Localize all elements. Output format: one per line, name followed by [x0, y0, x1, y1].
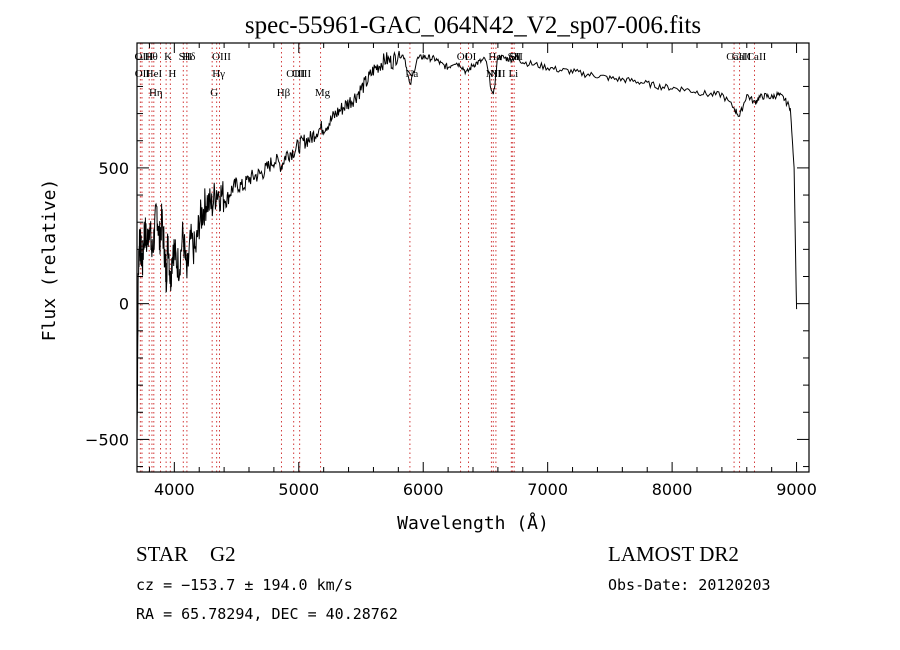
object-class: STAR — [136, 542, 188, 566]
line-label: CaII — [732, 51, 752, 63]
line-label: OI — [457, 51, 469, 63]
line-label: OIII — [135, 51, 154, 63]
y-tick-label: 500 — [98, 159, 129, 178]
y-tick-label: 0 — [119, 295, 129, 314]
line-label: NII — [486, 68, 502, 80]
line-label: CaII — [747, 51, 767, 63]
line-label: SII — [508, 51, 522, 63]
line-label: K — [164, 51, 172, 63]
line-label: SII — [179, 51, 193, 63]
line-label: OI — [465, 51, 477, 63]
x-tick-label: 4000 — [154, 480, 195, 499]
y-axis-label: Flux (relative) — [39, 179, 60, 342]
object-subclass: G2 — [210, 542, 236, 566]
line-label: Hθ — [145, 51, 158, 63]
x-tick-label: 5000 — [278, 480, 319, 499]
redshift-readout: cz = −153.7 ± 194.0 km/s — [136, 576, 353, 594]
line-label: Hβ — [277, 87, 291, 99]
line-label: OIII — [292, 68, 311, 80]
line-label: HeI — [146, 68, 163, 80]
line-label: Li — [508, 68, 518, 80]
line-label: OIII — [286, 68, 305, 80]
line-label: SII — [509, 51, 523, 63]
line-label: CaII — [726, 51, 746, 63]
line-label: Hγ — [212, 68, 225, 80]
spectrum-line — [136, 50, 798, 440]
line-label: Hα — [488, 51, 502, 63]
x-axis-label: Wavelength (Å) — [397, 512, 549, 534]
line-label: G — [210, 87, 218, 99]
line-label: OIII — [212, 51, 231, 63]
chart-title: spec-55961-GAC_064N42_V2_sp07-006.fits — [245, 12, 701, 39]
x-tick-label: 6000 — [403, 480, 444, 499]
line-label: OII — [135, 68, 151, 80]
x-tick-label: 7000 — [527, 480, 568, 499]
x-tick-label: 9000 — [776, 480, 817, 499]
line-label: NII — [490, 68, 506, 80]
y-tick-label: −500 — [85, 430, 129, 449]
plot-frame — [136, 42, 810, 473]
survey-name: LAMOST DR2 — [608, 542, 739, 566]
line-label: H — [168, 68, 176, 80]
line-label: Mg — [315, 87, 331, 99]
x-tick-label: 8000 — [652, 480, 693, 499]
line-label: Na — [405, 68, 418, 80]
line-label: Hη — [149, 87, 163, 99]
coordinates: RA = 65.78294, DEC = 40.28762 — [136, 605, 398, 623]
line-label: Hδ — [182, 51, 195, 63]
obs-date: Obs-Date: 20120203 — [608, 576, 771, 594]
